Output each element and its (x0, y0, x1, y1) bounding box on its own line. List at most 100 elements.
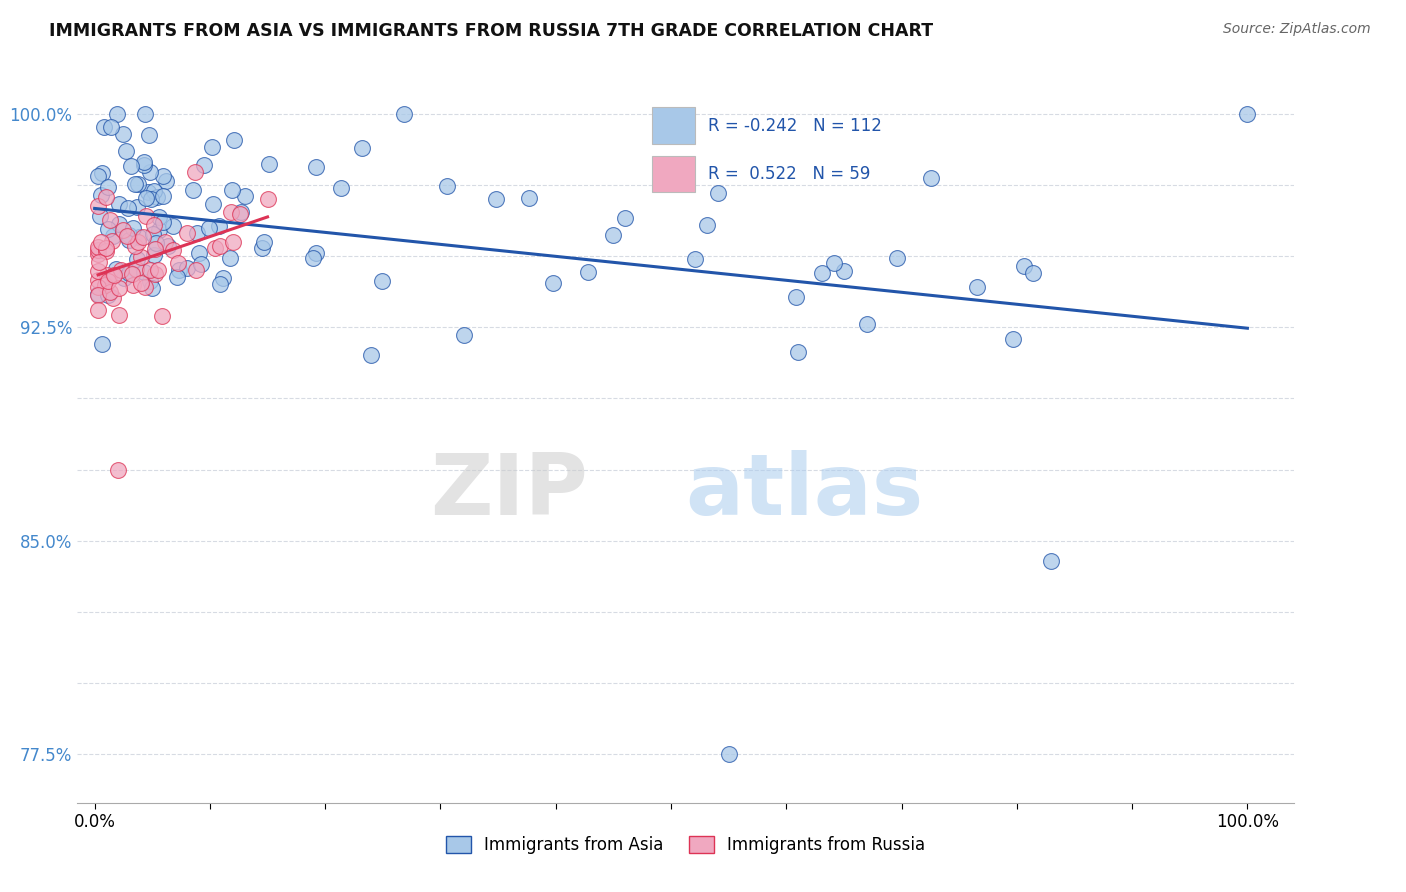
Point (392, 106, 415, 120)
Point (785, 290, 807, 304)
Point (143, 242, 166, 256)
Point (112, 127, 135, 141)
Text: atlas: atlas (686, 450, 924, 533)
Point (370, 274, 392, 288)
Point (125, 261, 148, 276)
Point (124, 177, 146, 191)
Point (93, 120, 115, 135)
Point (183, 183, 205, 197)
Point (1022, 266, 1045, 280)
Point (139, 275, 162, 289)
Point (167, 256, 190, 270)
Point (110, 262, 132, 277)
Point (112, 270, 135, 285)
Text: ZIP: ZIP (430, 450, 588, 533)
Point (166, 270, 188, 285)
Text: R =  0.522   N = 59: R = 0.522 N = 59 (707, 165, 870, 183)
Point (132, 265, 155, 279)
Point (856, 317, 879, 331)
Point (136, 185, 159, 199)
Point (127, 252, 149, 267)
Point (143, 267, 166, 281)
FancyBboxPatch shape (652, 107, 696, 145)
Point (188, 246, 211, 260)
Point (167, 263, 190, 277)
Point (148, 210, 170, 224)
Point (602, 227, 624, 242)
Point (219, 205, 242, 219)
Point (87, 286, 110, 301)
Point (208, 277, 231, 291)
Point (104, 262, 127, 277)
Point (122, 221, 145, 235)
Point (576, 265, 599, 279)
Point (112, 223, 135, 237)
Point (87, 243, 110, 257)
Point (197, 221, 219, 235)
Point (224, 133, 246, 147)
Point (208, 219, 231, 234)
Point (184, 164, 207, 178)
Point (484, 192, 506, 206)
Point (142, 227, 165, 242)
Point (87, 273, 110, 287)
Point (87, 247, 110, 261)
Point (97, 221, 120, 235)
Point (153, 235, 176, 249)
Point (360, 348, 382, 362)
Point (115, 228, 138, 243)
Point (717, 747, 740, 762)
Point (453, 328, 475, 343)
Point (233, 189, 256, 203)
Point (1040, 554, 1063, 568)
Point (141, 281, 163, 295)
Point (696, 218, 718, 232)
Point (101, 234, 124, 248)
Point (90, 188, 112, 202)
Point (613, 211, 636, 226)
Point (103, 291, 125, 305)
Point (1002, 332, 1025, 346)
Point (141, 192, 163, 206)
Point (138, 128, 160, 142)
Point (302, 251, 325, 265)
Point (96, 268, 118, 282)
Point (118, 228, 141, 243)
Point (786, 345, 808, 359)
Point (90, 166, 112, 180)
Point (128, 230, 150, 244)
Point (886, 251, 908, 265)
Point (204, 241, 226, 255)
Text: R = -0.242   N = 112: R = -0.242 N = 112 (707, 117, 882, 135)
Point (105, 106, 128, 120)
Point (118, 266, 141, 280)
Point (146, 263, 169, 277)
Point (97, 179, 120, 194)
Point (139, 263, 162, 277)
Point (108, 308, 131, 322)
Point (96, 241, 118, 255)
Point (97, 287, 120, 301)
Point (97, 274, 120, 288)
Point (155, 174, 177, 188)
Point (100, 120, 122, 135)
Point (121, 278, 143, 293)
Point (229, 207, 252, 221)
Point (146, 190, 169, 204)
Point (231, 205, 253, 219)
Point (135, 191, 157, 205)
Point (201, 140, 224, 154)
Point (211, 271, 233, 285)
Point (193, 158, 215, 172)
Point (966, 279, 988, 293)
Point (706, 186, 728, 200)
Point (811, 266, 834, 280)
Point (107, 197, 129, 211)
Point (305, 245, 328, 260)
Point (118, 233, 141, 247)
Point (108, 217, 131, 231)
Point (101, 269, 124, 284)
Point (103, 268, 125, 283)
Point (124, 239, 146, 253)
Legend: Immigrants from Asia, Immigrants from Russia: Immigrants from Asia, Immigrants from Ru… (439, 830, 932, 861)
